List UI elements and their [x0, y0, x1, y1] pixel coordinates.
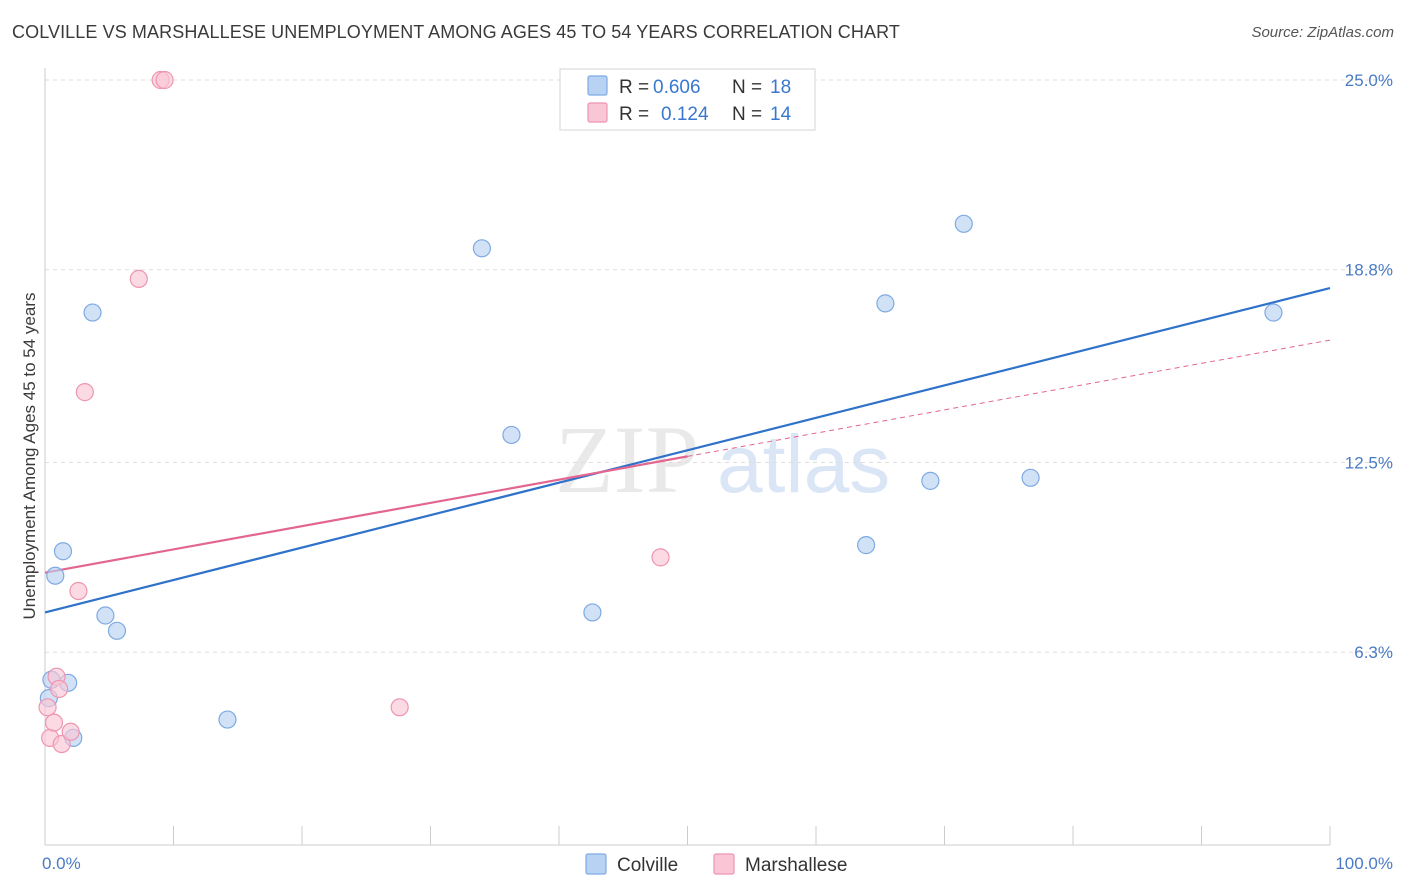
point-colville: [46, 566, 65, 585]
legend-r-label-1: R =: [619, 77, 649, 98]
point-marshallese: [129, 269, 148, 288]
watermark-zip: ZIP: [555, 406, 699, 513]
bottom-legend-swatch-colville: [585, 853, 607, 875]
point-colville: [218, 710, 237, 729]
point-marshallese: [75, 383, 94, 402]
point-colville: [107, 621, 127, 640]
legend-n-value-1: 18: [770, 77, 791, 98]
point-marshallese: [69, 581, 88, 601]
point-colville: [954, 214, 973, 233]
bottom-legend-label-marshallese: Marshallese: [745, 855, 847, 876]
legend-box: R = 0.606 N = 18 R = 0.124 N = 14: [559, 68, 816, 131]
legend-n-label-2: N =: [732, 104, 762, 125]
point-marshallese: [61, 722, 80, 741]
y-tick-label: 12.5%: [1345, 454, 1393, 473]
chart-title: COLVILLE VS MARSHALLESE UNEMPLOYMENT AMO…: [12, 22, 900, 42]
point-colville: [96, 606, 115, 625]
trend-lines: [44, 287, 1331, 614]
trend-line-colville: [44, 287, 1331, 614]
y-tick-label: 6.3%: [1354, 643, 1393, 662]
legend-n-label-1: N =: [732, 77, 762, 98]
point-marshallese: [155, 70, 174, 90]
point-colville: [53, 542, 73, 561]
point-marshallese: [38, 698, 57, 717]
point-marshallese: [44, 713, 64, 732]
grid-lines: [45, 79, 1392, 653]
axes: [44, 68, 1331, 846]
point-colville: [583, 603, 602, 622]
x-tick-label: 100.0%: [1335, 854, 1393, 873]
y-axis-label: Unemployment Among Ages 45 to 54 years: [20, 293, 39, 620]
watermark-atlas: atlas: [717, 419, 890, 510]
chart-source: Source: ZipAtlas.com: [1251, 24, 1394, 41]
point-marshallese: [50, 679, 69, 699]
data-points: [38, 70, 1283, 754]
y-tick-label: 25.0%: [1345, 71, 1393, 90]
bottom-legend: Colville Marshallese: [585, 853, 847, 876]
point-marshallese: [52, 734, 71, 754]
y-tick-label: 18.8%: [1345, 261, 1393, 280]
trend-line-marshallese-dashed: [687, 339, 1331, 457]
legend-n-value-2: 14: [770, 104, 792, 125]
bottom-legend-swatch-marshallese: [713, 853, 735, 875]
legend-r-value-1: 0.606: [653, 77, 701, 98]
x-tick-label: 0.0%: [42, 854, 81, 873]
point-colville: [1021, 468, 1040, 487]
point-colville: [921, 471, 940, 490]
point-colville: [857, 536, 876, 555]
point-marshallese: [651, 548, 670, 567]
legend-r-value-2: 0.124: [661, 104, 709, 125]
legend-swatch-colville: [587, 75, 608, 96]
tick-labels: 6.3% 12.5% 18.8% 25.0% 0.0% 100.0%: [42, 71, 1393, 873]
point-colville: [83, 303, 102, 322]
point-colville: [876, 294, 895, 313]
bottom-legend-label-colville: Colville: [617, 855, 678, 876]
point-colville: [1264, 303, 1283, 322]
point-colville: [472, 239, 491, 258]
legend-swatch-marshallese: [587, 102, 608, 123]
point-marshallese: [390, 698, 409, 717]
trend-line-marshallese-solid: [44, 455, 688, 574]
legend-r-label-2: R =: [619, 104, 649, 125]
point-colville: [502, 425, 521, 445]
